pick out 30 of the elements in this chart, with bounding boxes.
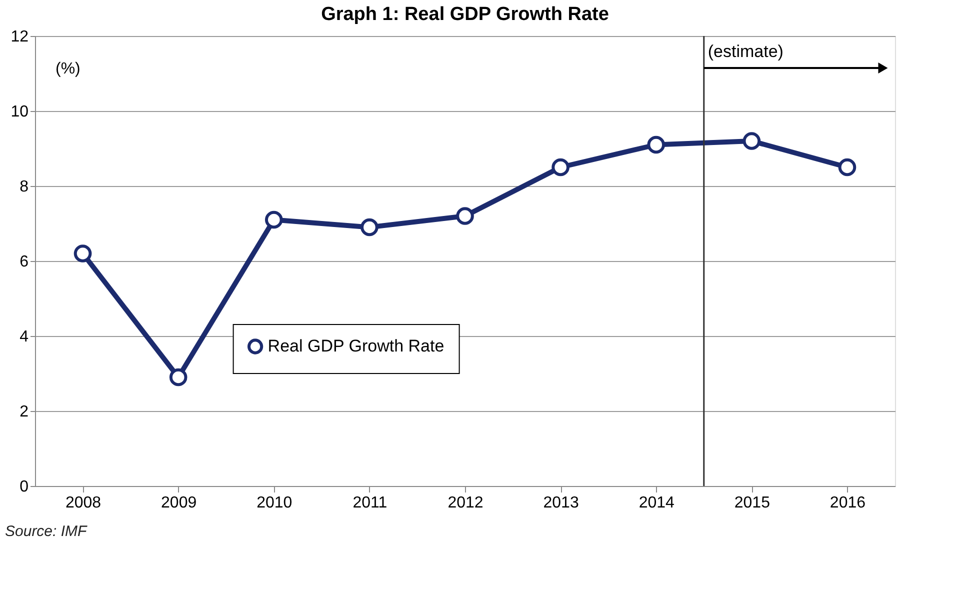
y-tick-label: 4: [20, 328, 29, 346]
point: [552, 158, 570, 176]
point: [456, 207, 474, 225]
point: [74, 244, 92, 262]
y-axis-title: (%): [56, 60, 80, 78]
x-tick-label: 2010: [256, 494, 292, 512]
x-tick-label: 2012: [448, 494, 484, 512]
y-tick-label: 8: [20, 178, 29, 196]
x-tick-label: 2008: [65, 494, 102, 512]
y-tick-label: 0: [20, 478, 29, 496]
y-tick-label: 2: [20, 404, 29, 420]
point: [360, 218, 378, 236]
ref-line-label: (estimate): [708, 42, 784, 61]
x-tick-label: 2013: [543, 494, 579, 512]
point: [264, 210, 283, 229]
legend-label: Real GDP Growth Rate: [268, 336, 444, 356]
x-tick-label: 2015: [734, 494, 770, 512]
x-tick-label: 2016: [830, 494, 866, 512]
y-tick-label: 6: [20, 254, 29, 270]
y-tick-label: 10: [10, 104, 29, 120]
x-tick-label: 2011: [352, 494, 388, 512]
point: [647, 136, 666, 154]
source-note: Source: IMF: [5, 523, 88, 540]
point: [742, 132, 761, 150]
x-tick-label: 2009: [161, 494, 197, 512]
chart-title: Graph 1: Real GDP Growth Rate: [321, 4, 609, 25]
point: [169, 368, 188, 386]
y-tick-label: 12: [10, 28, 29, 46]
point: [838, 158, 856, 176]
x-tick-label: 2014: [638, 494, 675, 512]
